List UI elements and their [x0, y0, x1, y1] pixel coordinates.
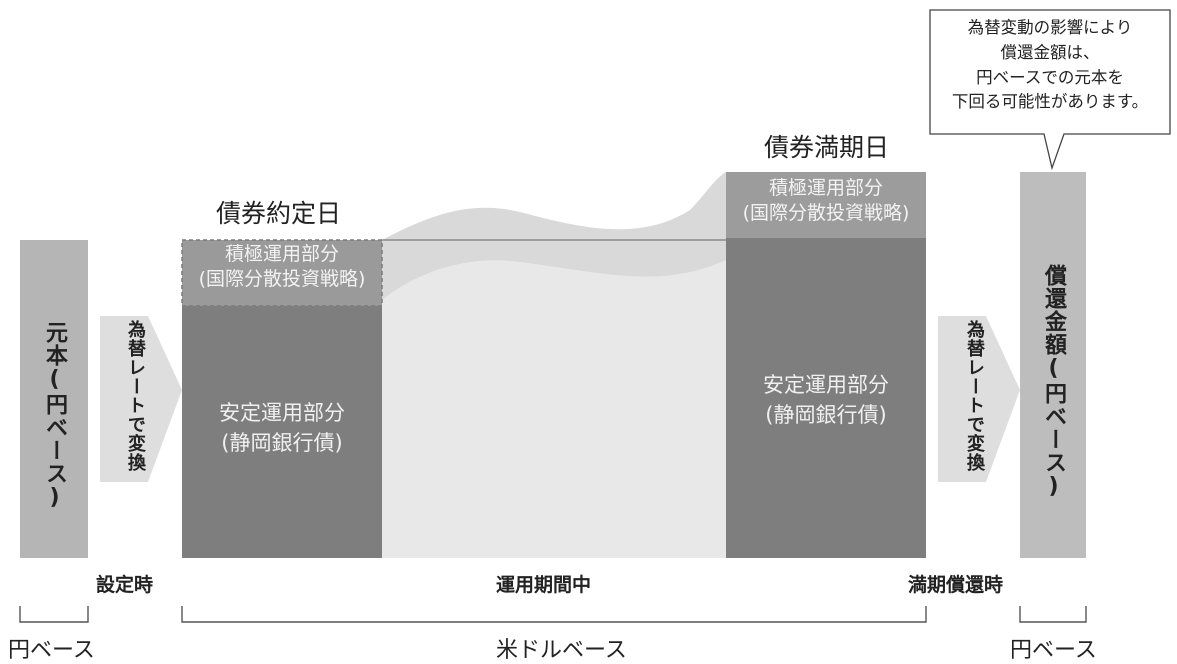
callout-text: 為替変動の影響により 償還金額は、 円ベースでの元本を 下回る可能性があります。 — [930, 16, 1170, 115]
right-conversion-arrow — [938, 316, 1020, 482]
redemption-label: 償還金額(円ベース) — [1041, 264, 1066, 500]
left-stable-block — [182, 306, 382, 558]
left-active-label: 積極運用部分 (国際分散投資戦略) — [182, 242, 382, 291]
maturity-label: 満期償還時 — [908, 574, 1004, 596]
left-date-label: 債券約定日 — [216, 199, 342, 228]
left-active-title: 積極運用部分 — [224, 243, 339, 265]
right-stable-title: 安定運用部分 — [763, 373, 889, 397]
callout-line: 償還金額は、 — [1000, 42, 1100, 62]
bracket-right — [1019, 606, 1087, 623]
right-stable-block — [726, 238, 926, 558]
bracket-left — [19, 606, 89, 623]
left-active-sub: (国際分散投資戦略) — [198, 267, 366, 290]
left-stable-title: 安定運用部分 — [219, 401, 345, 425]
right-base-label: 円ベース — [1010, 638, 1097, 663]
middle-base-label: 米ドルベース — [496, 638, 627, 663]
setup-label: 設定時 — [96, 574, 154, 596]
callout-line: 円ベースでの元本を — [976, 67, 1124, 87]
callout-box — [929, 9, 1171, 171]
left-conversion-arrow — [100, 316, 182, 482]
principal-label: 元本(円ベース) — [42, 321, 67, 511]
right-conversion-label: 為替レートで変換 — [964, 320, 985, 472]
callout-line: 下回る可能性があります。 — [951, 92, 1149, 112]
left-base-label: 円ベース — [8, 638, 95, 663]
right-date-label: 債券満期日 — [764, 133, 890, 162]
left-stable-sub: (静岡銀行債) — [221, 431, 343, 456]
left-conversion-label: 為替レートで変換 — [125, 320, 146, 472]
callout-line: 為替変動の影響により — [967, 18, 1133, 37]
right-stable-sub: (静岡銀行債) — [765, 403, 887, 428]
right-active-label: 積極運用部分 (国際分散投資戦略) — [726, 176, 926, 225]
right-active-block — [726, 172, 926, 238]
left-stable-label: 安定運用部分 (静岡銀行債) — [182, 398, 382, 459]
left-active-block — [181, 239, 383, 307]
stable-growth-band — [382, 260, 726, 558]
right-active-title: 積極運用部分 — [768, 177, 883, 199]
operation-label: 運用期間中 — [496, 574, 592, 596]
bracket-middle — [181, 606, 927, 623]
right-active-sub: (国際分散投資戦略) — [742, 201, 910, 224]
principal-column — [20, 240, 88, 558]
redemption-column — [1020, 172, 1086, 558]
right-stable-label: 安定運用部分 (静岡銀行債) — [726, 370, 926, 431]
